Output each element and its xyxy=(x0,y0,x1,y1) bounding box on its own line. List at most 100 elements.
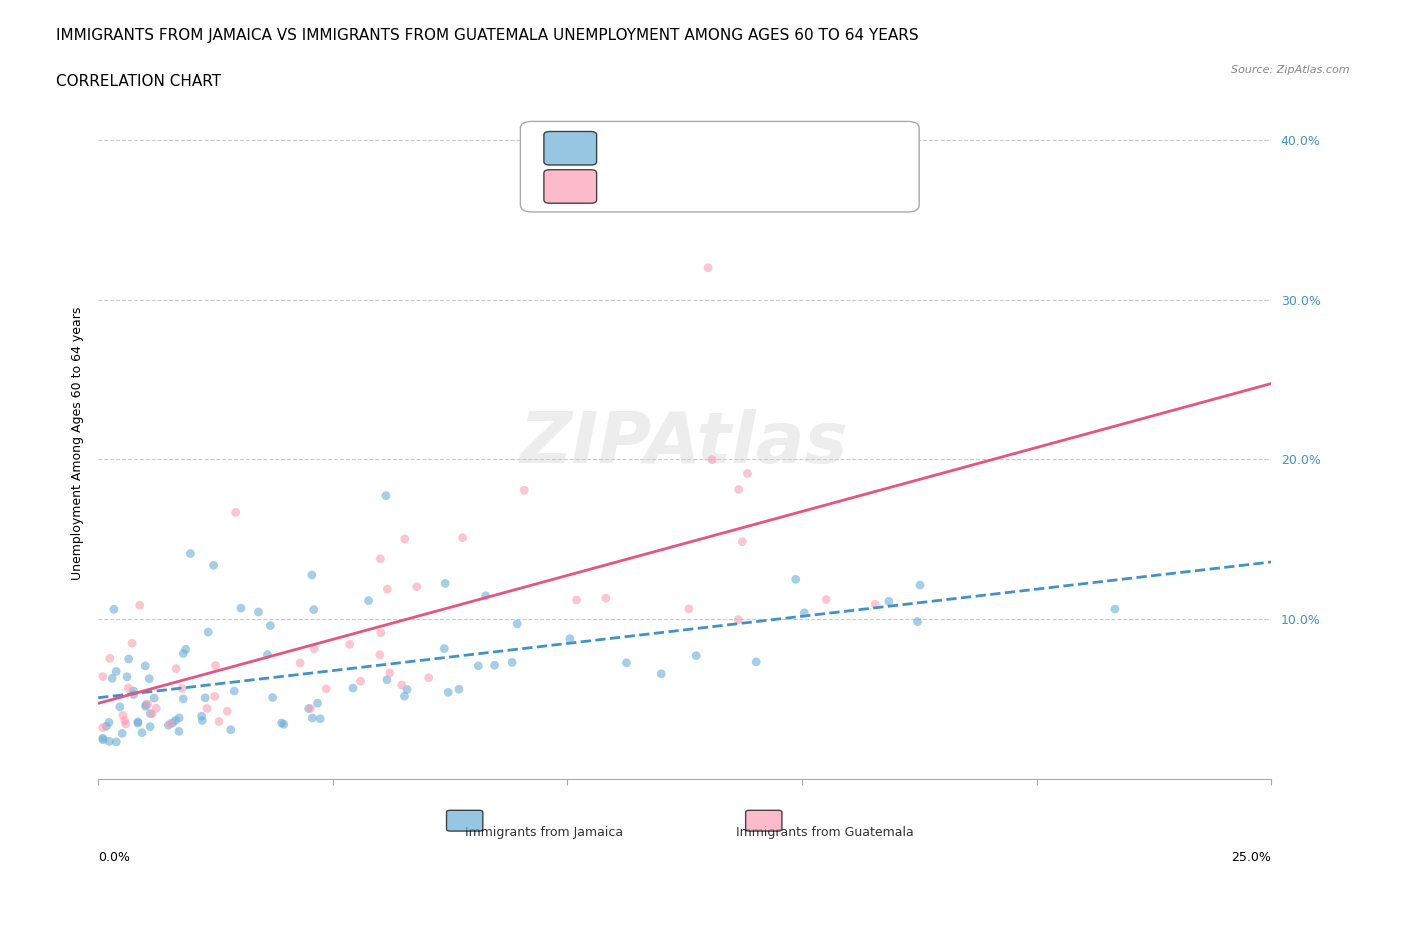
Point xyxy=(298,701,321,716)
Point xyxy=(307,696,329,711)
Text: Source: ZipAtlas.com: Source: ZipAtlas.com xyxy=(1232,65,1350,75)
Point xyxy=(702,452,724,467)
Text: 25.0%: 25.0% xyxy=(1232,851,1271,864)
Point xyxy=(172,681,194,696)
Point xyxy=(731,534,754,549)
Point xyxy=(565,592,588,607)
Point xyxy=(208,714,231,729)
Point xyxy=(179,546,201,561)
Point xyxy=(908,578,931,592)
Text: 49: 49 xyxy=(714,178,734,193)
Point xyxy=(114,716,136,731)
Point xyxy=(785,572,807,587)
Point xyxy=(111,726,134,741)
Point xyxy=(405,579,427,594)
Point xyxy=(121,636,143,651)
Point xyxy=(114,713,136,728)
Point xyxy=(315,682,337,697)
Point xyxy=(484,658,506,672)
Point xyxy=(616,656,638,671)
Point xyxy=(135,699,157,714)
Point xyxy=(98,651,121,666)
Point xyxy=(288,656,311,671)
Point xyxy=(174,642,197,657)
Point xyxy=(301,567,323,582)
Text: 0.259: 0.259 xyxy=(620,140,664,154)
Point xyxy=(685,648,707,663)
Point xyxy=(737,466,759,481)
Text: R = 0.251   N = 49: R = 0.251 N = 49 xyxy=(603,178,747,193)
Text: ZIPAtlas: ZIPAtlas xyxy=(520,409,849,478)
Point xyxy=(256,647,278,662)
Point xyxy=(375,582,398,597)
FancyBboxPatch shape xyxy=(544,131,596,165)
Point xyxy=(394,531,416,546)
Point xyxy=(101,671,124,685)
FancyBboxPatch shape xyxy=(447,810,482,831)
Point xyxy=(139,719,162,734)
Point xyxy=(98,715,121,730)
Point xyxy=(122,687,145,702)
Point xyxy=(122,684,145,698)
Text: Immigrants from Jamaica: Immigrants from Jamaica xyxy=(465,826,623,839)
Point xyxy=(139,706,162,721)
Point xyxy=(162,716,184,731)
Point xyxy=(128,598,150,613)
Point xyxy=(339,637,361,652)
FancyBboxPatch shape xyxy=(745,810,782,831)
Point xyxy=(513,483,536,498)
Point xyxy=(204,689,226,704)
FancyBboxPatch shape xyxy=(544,169,596,204)
Point xyxy=(229,601,252,616)
Point xyxy=(437,684,460,699)
Point xyxy=(378,665,401,680)
Point xyxy=(434,576,457,591)
Point xyxy=(863,597,886,612)
Point xyxy=(727,612,749,627)
Point xyxy=(1104,602,1126,617)
Point xyxy=(219,723,242,737)
Point xyxy=(745,655,768,670)
Point xyxy=(172,691,194,706)
Point xyxy=(159,716,181,731)
Point xyxy=(165,713,187,728)
Point xyxy=(145,701,167,716)
Point xyxy=(678,602,700,617)
Point xyxy=(727,482,749,497)
Point xyxy=(103,602,125,617)
Text: 0.0%: 0.0% xyxy=(98,851,131,864)
Point xyxy=(165,661,187,676)
Text: 0.251: 0.251 xyxy=(620,178,664,193)
Point xyxy=(136,697,159,711)
Point xyxy=(115,670,138,684)
Point xyxy=(204,658,226,673)
Point xyxy=(197,625,219,640)
Point xyxy=(259,618,281,633)
Point xyxy=(108,699,131,714)
Point xyxy=(815,592,838,607)
Point xyxy=(368,647,391,662)
Point xyxy=(96,719,118,734)
Point xyxy=(134,658,156,673)
Point xyxy=(391,678,413,693)
Point xyxy=(301,711,323,725)
Point xyxy=(127,715,149,730)
Point xyxy=(375,672,398,687)
Point xyxy=(127,714,149,729)
Point xyxy=(194,690,217,705)
Point xyxy=(558,631,581,646)
Point xyxy=(118,652,141,667)
Text: 80: 80 xyxy=(714,140,733,154)
Point xyxy=(474,589,496,604)
Point xyxy=(202,558,225,573)
Point xyxy=(224,684,246,698)
Point xyxy=(467,658,489,673)
Point xyxy=(302,603,325,618)
Point xyxy=(506,617,529,631)
Point xyxy=(433,641,456,656)
Point xyxy=(299,701,322,716)
Point xyxy=(877,594,900,609)
Y-axis label: Unemployment Among Ages 60 to 64 years: Unemployment Among Ages 60 to 64 years xyxy=(72,307,84,580)
Point xyxy=(247,604,270,619)
Point xyxy=(349,673,371,688)
